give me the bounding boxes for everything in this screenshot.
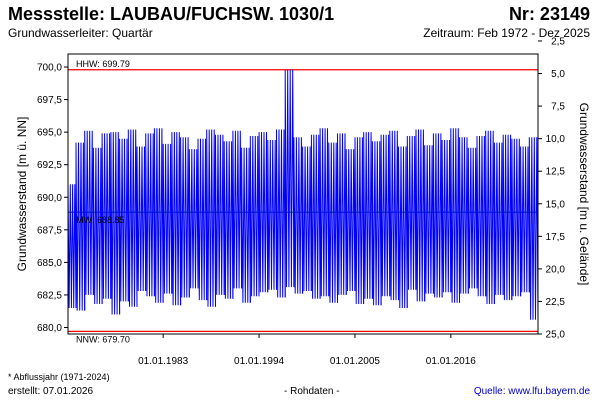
- x-tick-label: 01.01.1983: [138, 356, 188, 367]
- series-segment-1985: [180, 137, 190, 306]
- y-tick-right-label: 22,5: [546, 297, 566, 308]
- series-segment-1986: [188, 149, 199, 298]
- series-segment-2021: [493, 142, 504, 304]
- series-segment-2022: [502, 134, 513, 301]
- y-tick-left-label: 695,0: [37, 128, 62, 139]
- y-tick-left-label: 685,0: [37, 258, 62, 269]
- series-segment-1977: [110, 132, 121, 315]
- series-segment-2003: [337, 133, 347, 303]
- series-segment-2007: [371, 141, 382, 306]
- series-segment-2010: [398, 146, 408, 309]
- aquifer-label: Grundwasserleiter: Quartär: [8, 26, 153, 40]
- series-segment-2025: [528, 137, 539, 320]
- series-segment-2015: [441, 139, 452, 298]
- reference-line-label: NNW: 679.70: [76, 334, 130, 344]
- series-segment-1997: [284, 69, 295, 298]
- reference-line-label: HHW: 699.79: [76, 59, 130, 69]
- y-tick-right-label: 2,5: [551, 36, 565, 47]
- series-segment-2011: [406, 135, 417, 309]
- y-tick-right-label: 12,5: [546, 167, 566, 178]
- y-axis-title-left: Grundwasserstand [m ü. NN]: [15, 117, 29, 272]
- series-segment-1980: [136, 146, 147, 307]
- y-tick-left-label: 682,5: [37, 290, 62, 301]
- station-number: Nr: 23149: [508, 4, 590, 24]
- series-segment-2009: [389, 130, 399, 301]
- y-tick-left-label: 687,5: [37, 225, 62, 236]
- x-tick-label: 01.01.2005: [330, 356, 380, 367]
- series-segment-1991: [232, 130, 243, 299]
- series-segment-1976: [101, 133, 112, 304]
- y-tick-left-label: 700,0: [37, 63, 62, 74]
- rawdata-label: - Rohdaten -: [284, 386, 340, 397]
- reference-line-label: MW: 688.85: [76, 215, 124, 225]
- series-segment-2008: [380, 134, 391, 306]
- source-link[interactable]: Quelle: www.lfu.bayern.de: [473, 386, 590, 397]
- series-segment-2014: [432, 133, 443, 298]
- series-segment-1987: [197, 138, 208, 301]
- series-segment-1983: [162, 143, 173, 303]
- series-segment-2006: [363, 132, 373, 305]
- x-tick-label: 01.01.2016: [426, 356, 476, 367]
- y-tick-right-label: 15,0: [546, 199, 566, 210]
- series-segment-1979: [127, 129, 138, 307]
- series-segment-1981: [145, 133, 155, 297]
- series-segment-1996: [276, 129, 286, 298]
- series-segment-1989: [215, 134, 225, 307]
- y-tick-left-label: 690,0: [37, 193, 62, 204]
- series-segment-2018: [467, 147, 478, 294]
- y-tick-right-label: 5,0: [551, 69, 565, 80]
- footnote: * Abflussjahr (1971-2024): [8, 372, 110, 382]
- y-tick-left-label: 697,5: [37, 95, 62, 106]
- series-segment-2019: [476, 135, 487, 297]
- series-segment-2017: [459, 137, 469, 303]
- series-segment-1994: [258, 132, 269, 297]
- series-segment-1984: [171, 132, 182, 306]
- series-segment-2013: [424, 145, 434, 302]
- series-segment-1973: [75, 142, 86, 311]
- series-segment-1992: [241, 147, 251, 303]
- series-segment-1990: [223, 141, 234, 299]
- page-title: Messstelle: LAUBAU/FUCHSW. 1030/1: [8, 4, 335, 24]
- y-tick-right-label: 10,0: [546, 134, 566, 145]
- series-segment-1978: [119, 138, 129, 315]
- period-label: Zeitraum: Feb 1972 - Dez 2025: [423, 26, 590, 40]
- series-segment-1988: [206, 129, 216, 307]
- y-tick-right-label: 17,5: [546, 232, 566, 243]
- series-segment-2000: [310, 134, 321, 299]
- y-tick-right-label: 7,5: [551, 102, 565, 113]
- y-axis-title-right: Grundwasserstand [m u. Gelände]: [577, 103, 591, 286]
- series-segment-1998: [293, 137, 304, 294]
- series-segment-2020: [485, 130, 495, 305]
- series-segment-1972: [67, 184, 77, 309]
- series-segment-2004: [345, 149, 356, 295]
- y-tick-left-label: 692,5: [37, 160, 62, 171]
- series-segment-1995: [267, 139, 277, 293]
- series-segment-1993: [249, 135, 260, 303]
- y-tick-right-label: 25,0: [546, 330, 566, 341]
- series-segment-2016: [450, 128, 460, 303]
- series-segment-2024: [520, 146, 530, 297]
- x-tick-label: 01.01.1994: [234, 356, 284, 367]
- y-tick-left-label: 680,0: [37, 323, 62, 334]
- series-segment-1975: [92, 147, 103, 305]
- series-segment-2001: [319, 128, 330, 299]
- series-segment-1974: [84, 130, 94, 311]
- series-segment-1982: [153, 128, 164, 303]
- plot-frame: [67, 53, 539, 335]
- series-segment-2005: [354, 137, 365, 305]
- series-segment-2023: [511, 138, 522, 301]
- series-segment-2002: [328, 142, 338, 303]
- y-tick-right-label: 20,0: [546, 264, 566, 275]
- created-date: erstellt: 07.01.2026: [8, 386, 94, 397]
- series-segment-2012: [415, 129, 426, 302]
- series-segment-1999: [302, 146, 312, 294]
